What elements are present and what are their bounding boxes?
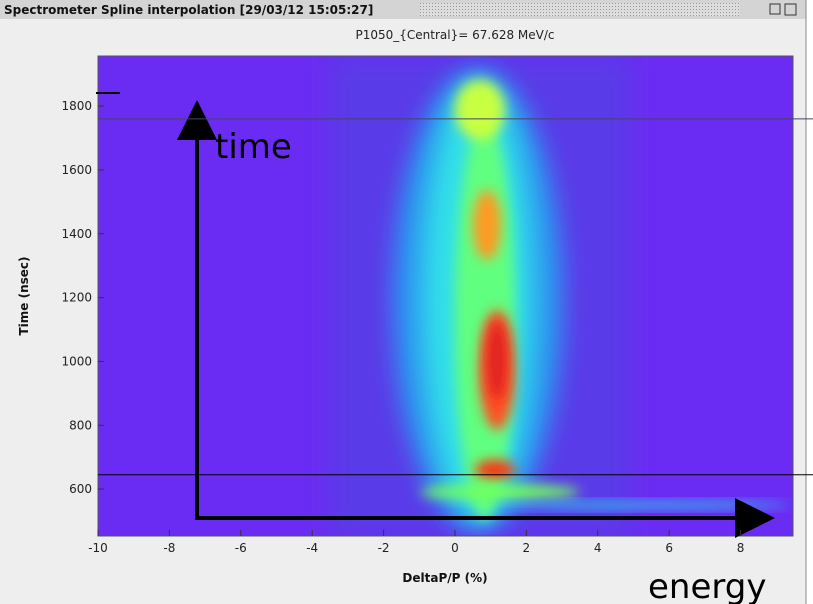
heatmap-region — [420, 484, 580, 500]
annotation: energy — [648, 567, 766, 604]
y-tick-label: 800 — [69, 418, 92, 432]
y-axis-label: Time (nsec) — [17, 256, 31, 335]
heatmap-region — [475, 460, 515, 480]
x-tick-label: -4 — [306, 541, 318, 555]
x-tick-label: -10 — [88, 541, 108, 555]
x-tick-label: -6 — [235, 541, 247, 555]
x-tick-label: -2 — [378, 541, 390, 555]
x-tick-label: 6 — [665, 541, 673, 555]
y-tick-label: 1800 — [61, 99, 92, 113]
x-tick-label: 4 — [594, 541, 602, 555]
y-tick-label: 1000 — [61, 354, 92, 368]
x-tick-label: 0 — [451, 541, 459, 555]
heatmap-region — [487, 320, 507, 400]
heatmap-region — [473, 190, 501, 260]
y-tick-label: 1400 — [61, 227, 92, 241]
x-tick-label: -8 — [163, 541, 175, 555]
heatmap-region — [490, 501, 790, 509]
title-bar-texture — [420, 3, 740, 16]
x-tick-label: 2 — [523, 541, 531, 555]
annotation: time — [215, 127, 292, 167]
restore-button[interactable] — [769, 3, 781, 15]
maximize-button[interactable] — [784, 3, 797, 16]
x-axis-label: DeltaP/P (%) — [402, 571, 487, 585]
window-title: Spectrometer Spline interpolation [29/03… — [4, 3, 373, 17]
heatmap — [98, 56, 793, 536]
y-tick-label: 1200 — [61, 291, 92, 305]
y-tick-label: 1600 — [61, 163, 92, 177]
chart-title: P1050_{Central}= 67.628 MeV/c — [356, 28, 555, 42]
heatmap-region — [455, 80, 505, 140]
x-tick-label: 8 — [737, 541, 745, 555]
y-tick-label: 600 — [69, 482, 92, 496]
plot-frame — [97, 55, 794, 537]
